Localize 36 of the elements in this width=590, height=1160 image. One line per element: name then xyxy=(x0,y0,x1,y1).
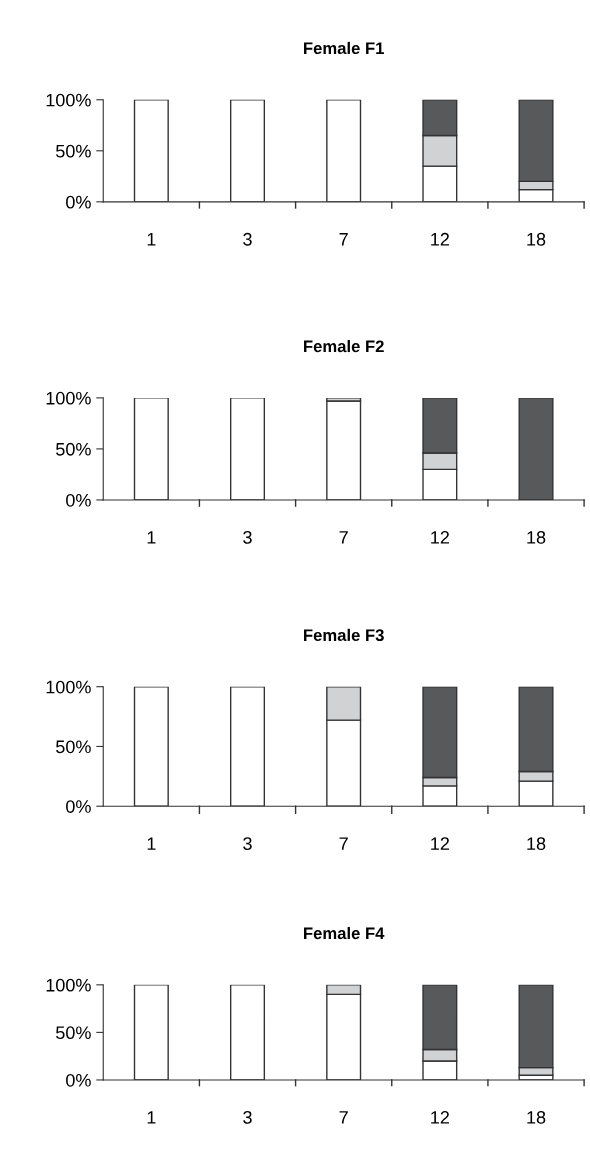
x-tick-label: 7 xyxy=(339,531,348,544)
y-tick-label: 100% xyxy=(46,978,91,992)
x-tick-label: 1 xyxy=(147,1111,156,1124)
x-tick-label: 3 xyxy=(243,530,252,544)
x-tick-label: 3 xyxy=(243,837,252,851)
chart-title: Female F4 xyxy=(304,926,385,940)
x-tick-label: 18 xyxy=(527,1110,546,1124)
chart-title: Female F1 xyxy=(304,41,384,55)
x-tick-label: 18 xyxy=(527,837,546,851)
x-tick-label: 1 xyxy=(147,233,156,246)
chart-title: Female F2 xyxy=(304,339,384,353)
y-tick-label: 100% xyxy=(46,391,91,405)
y-tick-label: 0% xyxy=(66,1073,91,1087)
chart-title: Female F3 xyxy=(304,628,384,642)
y-tick-label: 100% xyxy=(46,93,91,107)
y-tick-label: 50% xyxy=(56,442,91,456)
x-tick-label: 7 xyxy=(339,233,348,246)
y-tick-label: 50% xyxy=(56,740,91,754)
y-tick-label: 0% xyxy=(66,493,91,507)
x-tick-label: 18 xyxy=(527,232,546,246)
x-tick-label: 12 xyxy=(431,232,449,246)
x-tick-label: 12 xyxy=(431,1110,449,1124)
x-tick-label: 12 xyxy=(431,837,449,850)
x-tick-label: 3 xyxy=(243,232,252,246)
y-tick-label: 50% xyxy=(56,144,91,158)
x-tick-label: 7 xyxy=(339,837,348,850)
y-tick-label: 100% xyxy=(46,680,91,694)
x-tick-label: 18 xyxy=(527,530,546,544)
x-tick-label: 1 xyxy=(147,531,156,544)
y-tick-label: 0% xyxy=(66,800,91,813)
x-tick-label: 12 xyxy=(431,530,449,544)
x-tick-label: 7 xyxy=(339,1111,348,1124)
y-tick-label: 0% xyxy=(66,195,91,209)
x-tick-label: 1 xyxy=(147,837,156,850)
y-tick-label: 50% xyxy=(56,1026,91,1040)
x-tick-label: 3 xyxy=(243,1110,252,1124)
